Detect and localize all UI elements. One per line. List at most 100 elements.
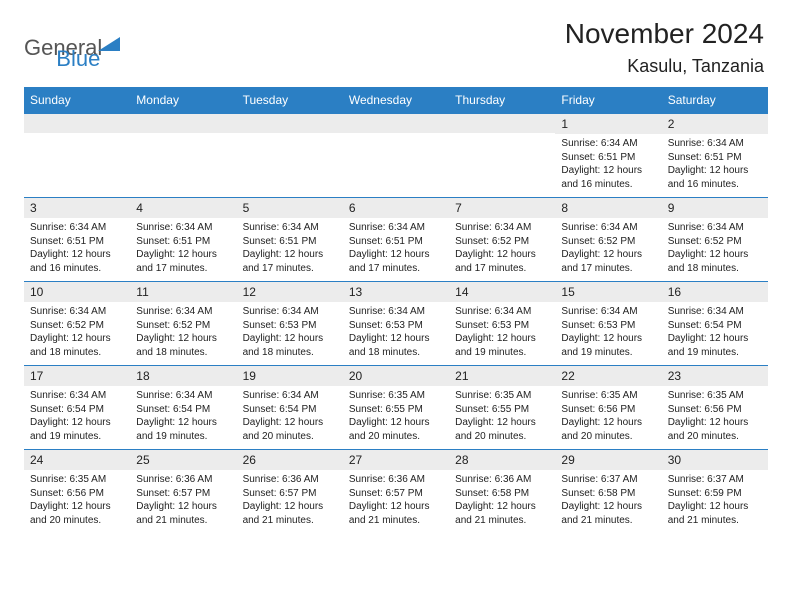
day-cell: 20Sunrise: 6:35 AMSunset: 6:55 PMDayligh… [343, 366, 449, 449]
day-info: Sunrise: 6:34 AMSunset: 6:53 PMDaylight:… [343, 302, 449, 365]
day-cell: 7Sunrise: 6:34 AMSunset: 6:52 PMDaylight… [449, 198, 555, 281]
day-number [237, 114, 343, 133]
day-cell: 18Sunrise: 6:34 AMSunset: 6:54 PMDayligh… [130, 366, 236, 449]
day-info: Sunrise: 6:34 AMSunset: 6:54 PMDaylight:… [237, 386, 343, 449]
sunrise-text: Sunrise: 6:34 AM [561, 137, 655, 151]
day-cell: 4Sunrise: 6:34 AMSunset: 6:51 PMDaylight… [130, 198, 236, 281]
daylight-text: Daylight: 12 hours and 21 minutes. [136, 500, 230, 527]
day-number: 7 [449, 198, 555, 218]
day-info: Sunrise: 6:36 AMSunset: 6:57 PMDaylight:… [237, 470, 343, 533]
daylight-text: Daylight: 12 hours and 20 minutes. [455, 416, 549, 443]
day-number: 20 [343, 366, 449, 386]
sunset-text: Sunset: 6:52 PM [455, 235, 549, 249]
day-cell [449, 114, 555, 197]
day-cell: 29Sunrise: 6:37 AMSunset: 6:58 PMDayligh… [555, 450, 661, 533]
sunset-text: Sunset: 6:59 PM [668, 487, 762, 501]
daylight-text: Daylight: 12 hours and 20 minutes. [30, 500, 124, 527]
day-info [237, 133, 343, 191]
day-number: 30 [662, 450, 768, 470]
sunset-text: Sunset: 6:51 PM [668, 151, 762, 165]
day-cell [24, 114, 130, 197]
sunrise-text: Sunrise: 6:34 AM [136, 389, 230, 403]
sunset-text: Sunset: 6:56 PM [561, 403, 655, 417]
day-info: Sunrise: 6:35 AMSunset: 6:56 PMDaylight:… [555, 386, 661, 449]
day-info [24, 133, 130, 191]
calendar: Sunday Monday Tuesday Wednesday Thursday… [24, 87, 768, 533]
day-number: 19 [237, 366, 343, 386]
day-cell: 6Sunrise: 6:34 AMSunset: 6:51 PMDaylight… [343, 198, 449, 281]
sunrise-text: Sunrise: 6:34 AM [30, 221, 124, 235]
daylight-text: Daylight: 12 hours and 16 minutes. [668, 164, 762, 191]
day-cell: 30Sunrise: 6:37 AMSunset: 6:59 PMDayligh… [662, 450, 768, 533]
day-cell: 8Sunrise: 6:34 AMSunset: 6:52 PMDaylight… [555, 198, 661, 281]
day-info: Sunrise: 6:36 AMSunset: 6:58 PMDaylight:… [449, 470, 555, 533]
day-number [130, 114, 236, 133]
daylight-text: Daylight: 12 hours and 18 minutes. [136, 332, 230, 359]
sunset-text: Sunset: 6:53 PM [561, 319, 655, 333]
sunset-text: Sunset: 6:57 PM [349, 487, 443, 501]
week-row: 17Sunrise: 6:34 AMSunset: 6:54 PMDayligh… [24, 365, 768, 449]
day-cell [130, 114, 236, 197]
sunset-text: Sunset: 6:55 PM [455, 403, 549, 417]
day-cell: 28Sunrise: 6:36 AMSunset: 6:58 PMDayligh… [449, 450, 555, 533]
day-cell: 25Sunrise: 6:36 AMSunset: 6:57 PMDayligh… [130, 450, 236, 533]
day-number: 8 [555, 198, 661, 218]
day-cell: 27Sunrise: 6:36 AMSunset: 6:57 PMDayligh… [343, 450, 449, 533]
day-number: 24 [24, 450, 130, 470]
day-cell: 23 Sunrise: 6:35 AMSunset: 6:56 PMDayligh… [662, 366, 768, 449]
day-cell: 1Sunrise: 6:34 AMSunset: 6:51 PMDaylight… [555, 114, 661, 197]
day-number: 6 [343, 198, 449, 218]
day-info: Sunrise: 6:36 AMSunset: 6:57 PMDaylight:… [343, 470, 449, 533]
daylight-text: Daylight: 12 hours and 17 minutes. [561, 248, 655, 275]
sunrise-text: Sunrise: 6:35 AM [668, 389, 762, 403]
daylight-text: Daylight: 12 hours and 21 minutes. [243, 500, 337, 527]
sunset-text: Sunset: 6:53 PM [349, 319, 443, 333]
sunrise-text: Sunrise: 6:36 AM [243, 473, 337, 487]
sunrise-text: Sunrise: 6:34 AM [668, 221, 762, 235]
sunset-text: Sunset: 6:56 PM [668, 403, 762, 417]
daylight-text: Daylight: 12 hours and 20 minutes. [243, 416, 337, 443]
daylight-text: Daylight: 12 hours and 17 minutes. [349, 248, 443, 275]
sunrise-text: Sunrise: 6:34 AM [30, 305, 124, 319]
weekday-saturday: Saturday [662, 87, 768, 113]
sunrise-text: Sunrise: 6:34 AM [30, 389, 124, 403]
sunset-text: Sunset: 6:54 PM [136, 403, 230, 417]
daylight-text: Daylight: 12 hours and 19 minutes. [668, 332, 762, 359]
day-number: 27 [343, 450, 449, 470]
sunrise-text: Sunrise: 6:36 AM [136, 473, 230, 487]
sunset-text: Sunset: 6:52 PM [561, 235, 655, 249]
sunset-text: Sunset: 6:53 PM [243, 319, 337, 333]
day-number: 11 [130, 282, 236, 302]
day-info: Sunrise: 6:34 AMSunset: 6:53 PMDaylight:… [449, 302, 555, 365]
daylight-text: Daylight: 12 hours and 21 minutes. [349, 500, 443, 527]
weeks-container: 1Sunrise: 6:34 AMSunset: 6:51 PMDaylight… [24, 113, 768, 533]
day-number: 18 [130, 366, 236, 386]
weekday-tuesday: Tuesday [237, 87, 343, 113]
day-info: Sunrise: 6:34 AMSunset: 6:54 PMDaylight:… [662, 302, 768, 365]
day-info: Sunrise: 6:34 AMSunset: 6:51 PMDaylight:… [662, 134, 768, 197]
daylight-text: Daylight: 12 hours and 20 minutes. [668, 416, 762, 443]
title-block: November 2024 Kasulu, Tanzania [565, 18, 764, 77]
location: Kasulu, Tanzania [565, 56, 764, 77]
day-cell [343, 114, 449, 197]
day-number: 17 [24, 366, 130, 386]
daylight-text: Daylight: 12 hours and 16 minutes. [30, 248, 124, 275]
sunrise-text: Sunrise: 6:35 AM [561, 389, 655, 403]
sunset-text: Sunset: 6:54 PM [243, 403, 337, 417]
day-number: 1 [555, 114, 661, 134]
day-info: Sunrise: 6:34 AMSunset: 6:52 PMDaylight:… [24, 302, 130, 365]
week-row: 10Sunrise: 6:34 AMSunset: 6:52 PMDayligh… [24, 281, 768, 365]
day-cell: 24Sunrise: 6:35 AMSunset: 6:56 PMDayligh… [24, 450, 130, 533]
day-cell: 26Sunrise: 6:36 AMSunset: 6:57 PMDayligh… [237, 450, 343, 533]
day-cell [237, 114, 343, 197]
day-number: 21 [449, 366, 555, 386]
day-info [343, 133, 449, 191]
day-cell: 3Sunrise: 6:34 AMSunset: 6:51 PMDaylight… [24, 198, 130, 281]
daylight-text: Daylight: 12 hours and 16 minutes. [561, 164, 655, 191]
day-cell: 12Sunrise: 6:34 AMSunset: 6:53 PMDayligh… [237, 282, 343, 365]
sunset-text: Sunset: 6:58 PM [455, 487, 549, 501]
sunrise-text: Sunrise: 6:34 AM [349, 305, 443, 319]
day-info [130, 133, 236, 191]
sunrise-text: Sunrise: 6:34 AM [136, 305, 230, 319]
day-number: 23 [662, 366, 768, 386]
